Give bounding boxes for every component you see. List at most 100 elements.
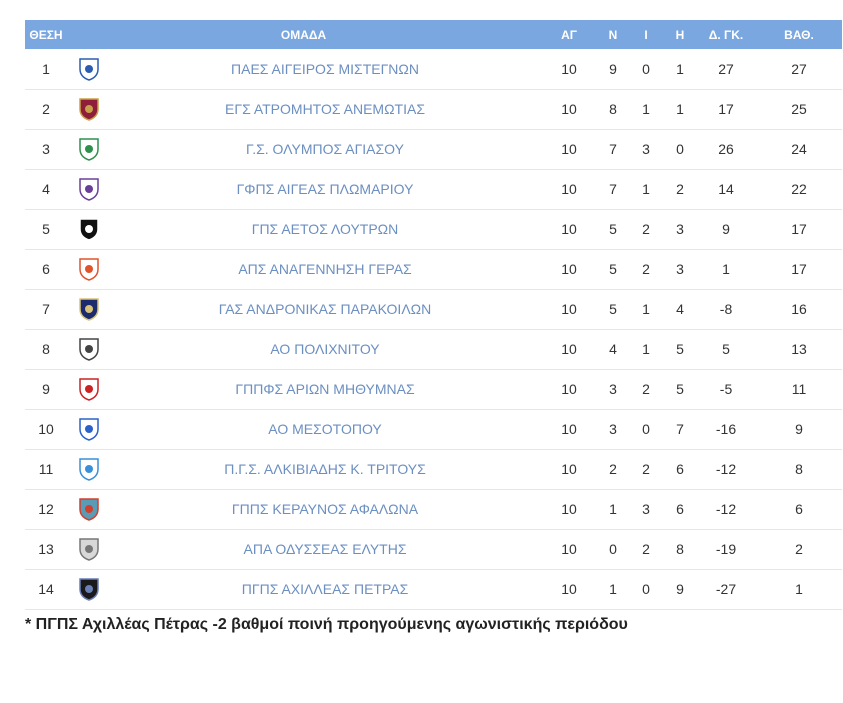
- team-name-cell[interactable]: ΕΓΣ ΑΤΡΟΜΗΤΟΣ ΑΝΕΜΩΤΙΑΣ: [225, 101, 425, 117]
- lost-cell: 1: [676, 101, 684, 117]
- won-cell: 9: [609, 60, 617, 77]
- won-cell: 5: [609, 221, 617, 237]
- won-cell: 3: [609, 381, 617, 397]
- drawn-cell: 1: [642, 341, 650, 357]
- drawn-cell: 3: [642, 141, 650, 157]
- team-crest-cell: [67, 289, 110, 329]
- played-cell: 10: [561, 381, 577, 397]
- table-row: 2 ΕΓΣ ΑΤΡΟΜΗΤΟΣ ΑΝΕΜΩΤΙΑΣ 10 8 1 1 17 25: [25, 89, 843, 129]
- team-name-cell[interactable]: ΓΠΠΦΣ ΑΡΙΩΝ ΜΗΘΥΜΝΑΣ: [235, 381, 415, 397]
- team-name-cell[interactable]: ΑΟ ΠΟΛΙΧΝΙΤΟΥ: [270, 341, 380, 357]
- position-cell: 2: [42, 101, 50, 117]
- points-cell: 17: [791, 221, 807, 237]
- team-crest-cell: [67, 369, 110, 409]
- won-cell: 7: [609, 141, 617, 157]
- won-cell: 5: [609, 301, 617, 317]
- played-cell: 10: [561, 101, 577, 117]
- team-name-cell[interactable]: ΑΟ ΜΕΣΟΤΟΠΟΥ: [268, 421, 382, 437]
- lost-cell: 9: [676, 581, 684, 597]
- goal-diff-cell: 26: [718, 141, 734, 157]
- lost-cell: 8: [676, 541, 684, 557]
- team-name-cell[interactable]: Γ.Σ. ΟΛΥΜΠΟΣ ΑΓΙΑΣΟΥ: [246, 141, 404, 157]
- played-cell: 10: [561, 301, 577, 317]
- drawn-cell: 2: [642, 541, 650, 557]
- won-cell: 3: [609, 421, 617, 437]
- drawn-cell: 2: [642, 461, 650, 477]
- points-cell: 25: [791, 101, 807, 117]
- played-cell: 10: [561, 141, 577, 157]
- points-cell: 11: [791, 381, 807, 397]
- lost-cell: 5: [676, 381, 684, 397]
- played-cell: 10: [561, 341, 577, 357]
- team-name-cell[interactable]: ΑΠΣ ΑΝΑΓΕΝΝΗΣΗ ΓΕΡΑΣ: [238, 261, 412, 277]
- header-drawn: Ι: [644, 27, 648, 42]
- drawn-cell: 0: [642, 581, 650, 597]
- lost-cell: 3: [676, 221, 684, 237]
- team-name-cell[interactable]: ΓΠΣ ΑΕΤΟΣ ΛΟΥΤΡΩΝ: [251, 221, 399, 237]
- team-name-cell[interactable]: ΑΠΑ ΟΔΥΣΣΕΑΣ ΕΛΥΤΗΣ: [243, 541, 407, 557]
- team-crest-cell: [67, 449, 110, 489]
- team-crest-icon: [78, 578, 99, 601]
- played-cell: 10: [561, 221, 577, 237]
- table-row: 4 ΓΦΠΣ ΑΙΓΕΑΣ ΠΛΩΜΑΡΙΟΥ 10 7 1 2 14 22: [25, 169, 843, 209]
- header-played: ΑΓ: [561, 27, 577, 42]
- goal-diff-cell: 14: [718, 181, 734, 197]
- team-crest-icon: [78, 418, 99, 441]
- points-cell: 17: [791, 261, 807, 277]
- team-crest-cell: [67, 249, 110, 289]
- team-name-cell[interactable]: Π.Γ.Σ. ΑΛΚΙΒΙΑΔΗΣ Κ. ΤΡΙΤΟΥΣ: [224, 461, 426, 477]
- drawn-cell: 1: [642, 101, 650, 117]
- position-cell: 11: [38, 461, 54, 477]
- team-crest-icon: [78, 498, 99, 521]
- won-cell: 2: [609, 461, 617, 477]
- header-goal-diff: Δ. ΓΚ.: [708, 27, 744, 42]
- points-cell: 24: [791, 141, 807, 157]
- lost-cell: 1: [676, 60, 684, 77]
- table-row: 14 ΠΓΠΣ ΑΧΙΛΛΕΑΣ ΠΕΤΡΑΣ 10 1 0 9 -27 1: [25, 569, 843, 609]
- team-name-cell[interactable]: ΠΓΠΣ ΑΧΙΛΛΕΑΣ ΠΕΤΡΑΣ: [241, 581, 409, 597]
- lost-cell: 6: [676, 461, 684, 477]
- position-cell: 4: [42, 181, 50, 197]
- table-row: 6 ΑΠΣ ΑΝΑΓΕΝΝΗΣΗ ΓΕΡΑΣ 10 5 2 3 1 17: [25, 249, 843, 289]
- position-cell: 14: [38, 581, 54, 597]
- team-crest-icon: [78, 378, 99, 401]
- points-cell: 9: [795, 421, 803, 437]
- team-crest-icon: [78, 458, 99, 481]
- team-crest-icon: [78, 538, 99, 561]
- points-cell: 22: [791, 181, 807, 197]
- won-cell: 0: [609, 541, 617, 557]
- team-crest-cell: [67, 169, 110, 209]
- won-cell: 1: [609, 501, 617, 517]
- header-points: ΒΑΘ.: [784, 27, 814, 42]
- team-name-cell[interactable]: ΠΑΕΣ ΑΙΓΕΙΡΟΣ ΜΙΣΤΕΓΝΩΝ: [231, 60, 419, 77]
- points-cell: 2: [795, 541, 803, 557]
- position-cell: 5: [42, 221, 50, 237]
- won-cell: 4: [609, 341, 617, 357]
- table-row: 3 Γ.Σ. ΟΛΥΜΠΟΣ ΑΓΙΑΣΟΥ 10 7 3 0 26 24: [25, 129, 843, 169]
- team-crest-cell: [67, 569, 110, 609]
- position-cell: 13: [38, 541, 54, 557]
- position-cell: 12: [38, 501, 54, 517]
- drawn-cell: 2: [642, 261, 650, 277]
- goal-diff-cell: -5: [719, 381, 733, 397]
- played-cell: 10: [561, 421, 577, 437]
- played-cell: 10: [561, 581, 577, 597]
- team-name-cell[interactable]: ΓΦΠΣ ΑΙΓΕΑΣ ΠΛΩΜΑΡΙΟΥ: [236, 181, 414, 197]
- lost-cell: 5: [676, 341, 684, 357]
- team-name-cell[interactable]: ΓΠΠΣ ΚΕΡΑΥΝΟΣ ΑΦΑΛΩΝΑ: [231, 501, 419, 517]
- team-crest-icon: [78, 218, 99, 241]
- drawn-cell: 1: [642, 301, 650, 317]
- team-name-cell[interactable]: ΓΑΣ ΑΝΔΡΟΝΙΚΑΣ ΠΑΡΑΚΟΙΛΩΝ: [218, 301, 432, 317]
- team-crest-cell: [67, 409, 110, 449]
- team-crest-icon: [78, 338, 99, 361]
- points-cell: 27: [791, 60, 807, 77]
- position-cell: 6: [42, 261, 50, 277]
- won-cell: 5: [609, 261, 617, 277]
- drawn-cell: 3: [642, 501, 650, 517]
- table-row: 9 ΓΠΠΦΣ ΑΡΙΩΝ ΜΗΘΥΜΝΑΣ 10 3 2 5 -5 11: [25, 369, 843, 409]
- table-header-row: ΘΕΣΗ ΟΜΑΔΑ ΑΓ Ν Ι Η Δ. ΓΚ. ΒΑΘ.: [25, 20, 843, 49]
- won-cell: 7: [609, 181, 617, 197]
- played-cell: 10: [561, 541, 577, 557]
- drawn-cell: 0: [642, 60, 650, 77]
- table-body: 1 ΠΑΕΣ ΑΙΓΕΙΡΟΣ ΜΙΣΤΕΓΝΩΝ 10 9 0 1 27 27 2 ΕΓΣ ΑΤ…: [25, 49, 843, 609]
